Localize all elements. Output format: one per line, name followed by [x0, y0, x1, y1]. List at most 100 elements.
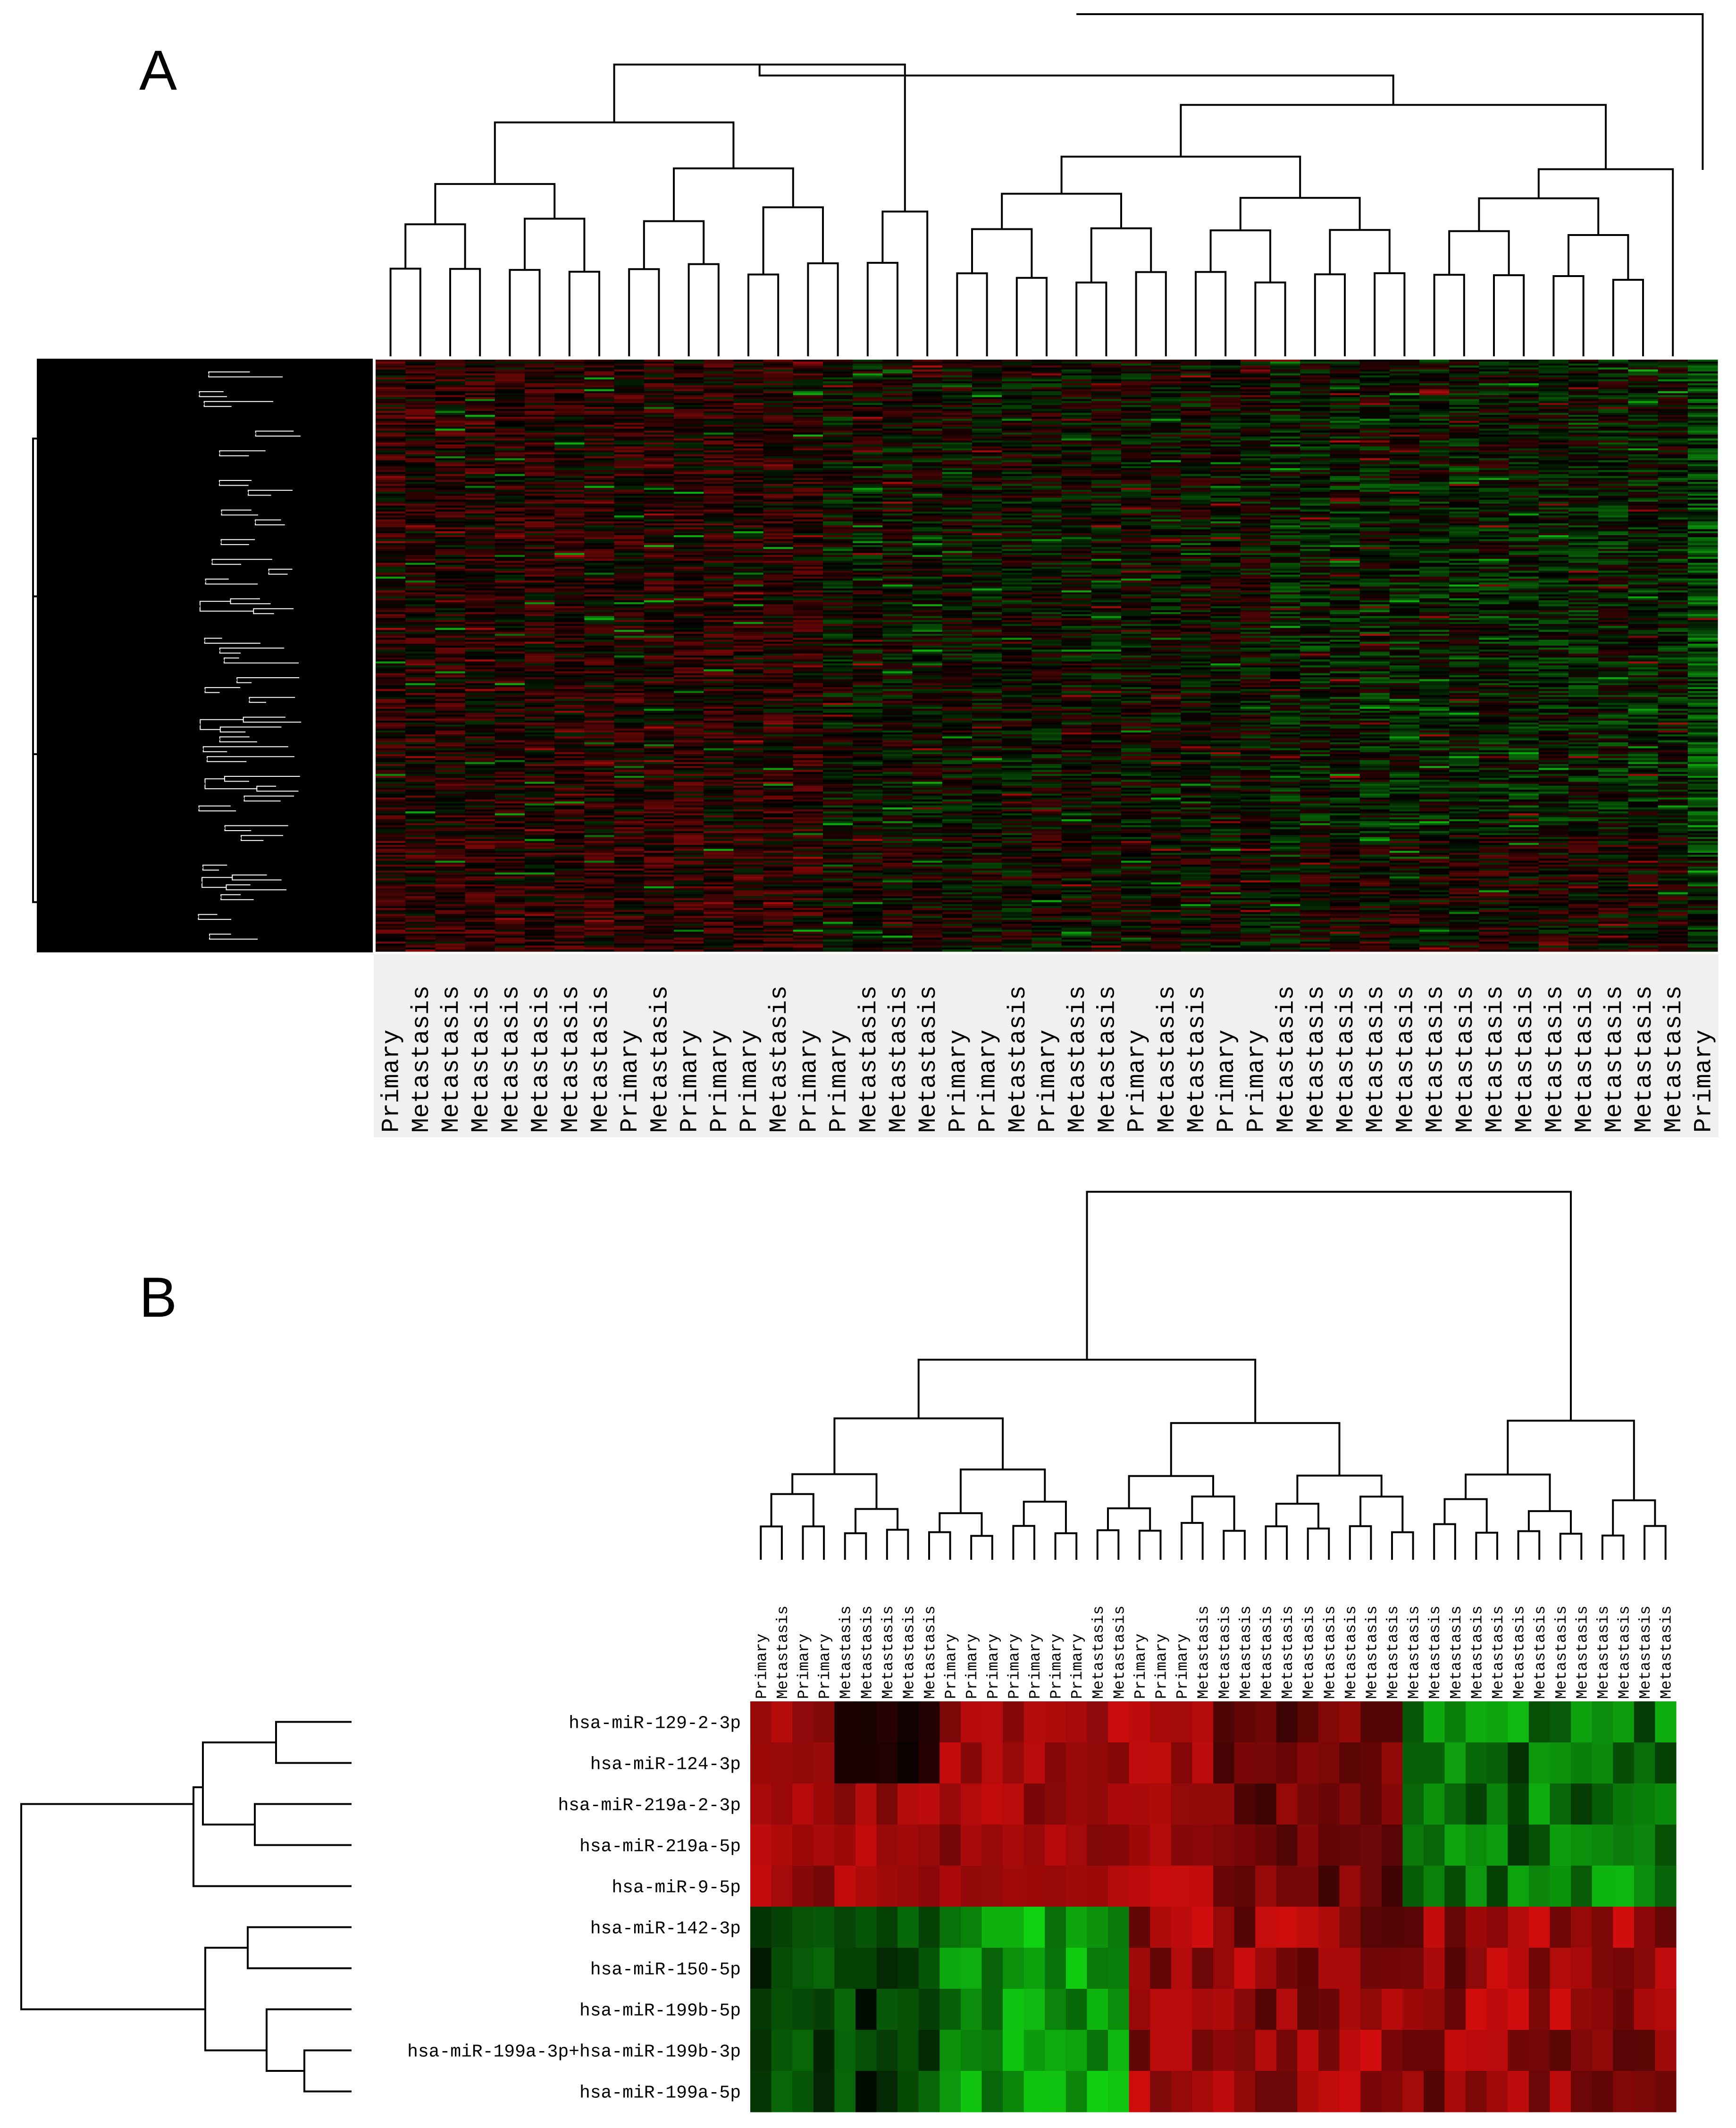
heat-cell	[525, 561, 555, 564]
heat-cell	[435, 511, 466, 514]
heat-cell	[1568, 395, 1599, 398]
heat-cell	[1121, 432, 1151, 435]
heat-cell	[704, 450, 734, 453]
heat-cell	[1330, 489, 1360, 492]
heat-cell	[1061, 513, 1092, 516]
heat-cell	[1359, 521, 1390, 524]
heat-cell	[823, 432, 853, 435]
heat-cell	[1598, 561, 1628, 564]
heat-cell	[1389, 405, 1420, 407]
heat-cell	[614, 545, 645, 547]
heat-cell	[644, 531, 674, 534]
heat-cell	[1628, 440, 1659, 443]
heat-cell	[584, 367, 615, 370]
heat-cell	[1419, 472, 1450, 475]
heat-cell	[1658, 507, 1688, 510]
heat-cell	[1002, 442, 1032, 445]
heat-cell	[1121, 373, 1151, 376]
heat-cell	[1061, 515, 1092, 518]
heat-cell	[1687, 543, 1718, 546]
heat-cell	[1091, 504, 1122, 506]
heat-cell	[1359, 563, 1390, 565]
heat-cell	[1121, 462, 1151, 465]
heat-cell	[1658, 440, 1688, 443]
heat-cell	[1061, 501, 1092, 504]
heat-cell	[1240, 479, 1271, 482]
heat-cell	[1210, 462, 1241, 465]
heat-cell	[823, 496, 853, 498]
heat-cell	[405, 422, 436, 425]
heat-cell	[882, 422, 913, 425]
heat-cell	[1091, 559, 1122, 561]
heat-cell	[1658, 474, 1688, 477]
heat-cell	[584, 409, 615, 412]
heat-cell	[1419, 437, 1450, 439]
heat-cell	[1449, 535, 1479, 538]
heat-cell	[1687, 484, 1718, 487]
heat-cell	[1598, 405, 1628, 407]
heat-cell	[1389, 472, 1420, 475]
heat-cell	[1538, 373, 1569, 376]
heat-cell	[1091, 369, 1122, 372]
heat-cell	[1300, 427, 1330, 429]
heat-cell	[1658, 409, 1688, 412]
heat-cell	[823, 563, 853, 565]
heat-cell	[614, 488, 645, 490]
heat-cell	[1002, 496, 1032, 498]
heat-cell	[1359, 393, 1390, 395]
heat-cell	[1687, 360, 1718, 362]
heat-cell	[1151, 489, 1181, 492]
heat-cell	[1389, 499, 1420, 502]
heat-cell	[435, 525, 466, 528]
heat-cell	[405, 509, 436, 512]
heat-cell	[405, 521, 436, 524]
heat-cell	[1002, 523, 1032, 526]
heat-cell	[972, 492, 1002, 494]
heat-cell	[405, 403, 436, 405]
heat-cell	[1240, 427, 1271, 429]
heat-cell	[912, 409, 943, 412]
heat-cell	[1032, 371, 1062, 374]
heat-cell	[1270, 484, 1300, 487]
heat-cell	[1002, 369, 1032, 372]
heat-cell	[1479, 545, 1510, 547]
heat-cell	[853, 504, 883, 506]
heat-cell	[1359, 533, 1390, 536]
heat-cell	[614, 444, 645, 447]
heat-cell	[1628, 369, 1659, 372]
heat-cell	[1479, 523, 1510, 526]
heat-cell	[1509, 411, 1539, 413]
heat-cell	[1270, 442, 1300, 445]
heat-cell	[942, 529, 973, 532]
heat-cell	[1240, 452, 1271, 455]
heat-cell	[1210, 381, 1241, 384]
heat-cell	[853, 521, 883, 524]
heat-cell	[1359, 456, 1390, 459]
heat-cell	[1330, 437, 1360, 439]
heat-cell	[1210, 559, 1241, 561]
heat-cell	[405, 389, 436, 392]
heat-cell	[763, 523, 794, 526]
heat-cell	[1628, 486, 1659, 488]
heat-cell	[1538, 383, 1569, 386]
heat-cell	[644, 362, 674, 364]
heat-cell	[823, 557, 853, 559]
heat-cell	[1479, 533, 1510, 536]
heat-cell	[465, 561, 495, 564]
heat-cell	[644, 421, 674, 423]
heat-cell	[853, 525, 883, 528]
heat-cell	[1210, 489, 1241, 492]
heat-cell	[554, 563, 585, 565]
heat-cell	[1210, 507, 1241, 510]
heat-cell	[853, 442, 883, 445]
heat-cell	[1449, 448, 1479, 451]
heat-cell	[853, 489, 883, 492]
heat-cell	[1181, 405, 1211, 407]
heat-cell	[1598, 393, 1628, 395]
heat-cell	[1270, 537, 1300, 539]
heat-cell	[704, 460, 734, 463]
heat-cell	[704, 492, 734, 494]
heat-cell	[733, 513, 764, 516]
heat-cell	[1002, 472, 1032, 475]
heat-cell	[1091, 557, 1122, 559]
